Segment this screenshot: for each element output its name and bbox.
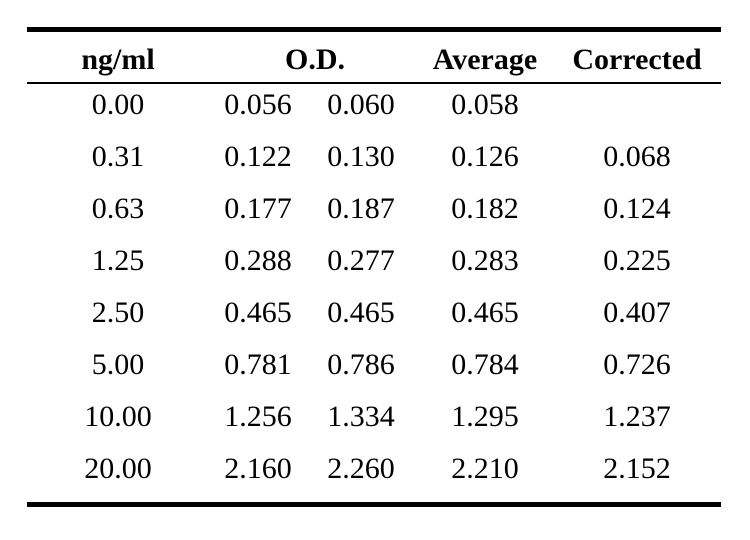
cell-od-1: 0.056: [224, 88, 292, 121]
cell-concentration: 1.25: [91, 244, 145, 277]
cell-average: 0.283: [451, 244, 519, 277]
header-average: Average: [432, 43, 538, 76]
header-od: O.D.: [285, 43, 345, 76]
cell-corrected: 0.726: [603, 348, 671, 381]
cell-od-1: 0.122: [224, 140, 292, 173]
cell-concentration: 0.63: [91, 192, 145, 225]
table-row: 20.00 2.160 2.260 2.210 2.152: [27, 448, 721, 500]
cell-corrected: 0.407: [603, 296, 671, 329]
cell-od-1: 1.256: [224, 400, 292, 433]
cell-od-2: 0.786: [327, 348, 395, 381]
cell-average: 0.784: [451, 348, 519, 381]
cell-corrected: 0.124: [603, 192, 671, 225]
cell-average: 0.465: [451, 296, 519, 329]
cell-od-1: 0.177: [224, 192, 292, 225]
data-table: ng/ml O.D. Average Corrected 0.00 0.056 0.…: [27, 27, 721, 507]
cell-concentration: 0.31: [91, 140, 145, 173]
cell-od-2: 0.060: [327, 88, 395, 121]
cell-od-2: 0.465: [327, 296, 395, 329]
cell-od-1: 0.781: [224, 348, 292, 381]
table-row: 0.00 0.056 0.060 0.058: [27, 84, 721, 136]
cell-concentration: 2.50: [91, 296, 145, 329]
cell-od-1: 2.160: [224, 452, 292, 485]
cell-od-2: 0.187: [327, 192, 395, 225]
cell-corrected: 1.237: [603, 400, 671, 433]
cell-od-2: 2.260: [327, 452, 395, 485]
cell-concentration: 5.00: [91, 348, 145, 381]
cell-average: 0.126: [451, 140, 519, 173]
cell-average: 0.182: [451, 192, 519, 225]
table-row: 2.50 0.465 0.465 0.465 0.407: [27, 292, 721, 344]
table-row: 5.00 0.781 0.786 0.784 0.726: [27, 344, 721, 396]
table-header-rule: [27, 82, 721, 84]
cell-concentration: 0.00: [91, 88, 145, 121]
cell-od-2: 1.334: [327, 400, 395, 433]
cell-concentration: 10.00: [84, 400, 152, 433]
cell-od-1: 0.288: [224, 244, 292, 277]
cell-average: 1.295: [451, 400, 519, 433]
cell-corrected: 0.068: [603, 140, 671, 173]
cell-concentration: 20.00: [84, 452, 152, 485]
cell-od-1: 0.465: [224, 296, 292, 329]
cell-corrected: 2.152: [603, 452, 671, 485]
cell-od-2: 0.130: [327, 140, 395, 173]
table-bottom-rule: [27, 502, 721, 507]
table-top-rule: [27, 27, 721, 32]
cell-average: 2.210: [451, 452, 519, 485]
header-corrected: Corrected: [572, 43, 702, 76]
cell-corrected: 0.225: [603, 244, 671, 277]
cell-od-2: 0.277: [327, 244, 395, 277]
header-concentration: ng/ml: [81, 43, 155, 76]
table-body: 0.00 0.056 0.060 0.058 0.31 0.122 0.130 0.126 0.…: [27, 84, 721, 502]
table-header-row: ng/ml O.D. Average Corrected: [27, 32, 721, 82]
table-row: 0.31 0.122 0.130 0.126 0.068: [27, 136, 721, 188]
cell-average: 0.058: [451, 88, 519, 121]
table-row: 0.63 0.177 0.187 0.182 0.124: [27, 188, 721, 240]
table-row: 10.00 1.256 1.334 1.295 1.237: [27, 396, 721, 448]
table-row: 1.25 0.288 0.277 0.283 0.225: [27, 240, 721, 292]
